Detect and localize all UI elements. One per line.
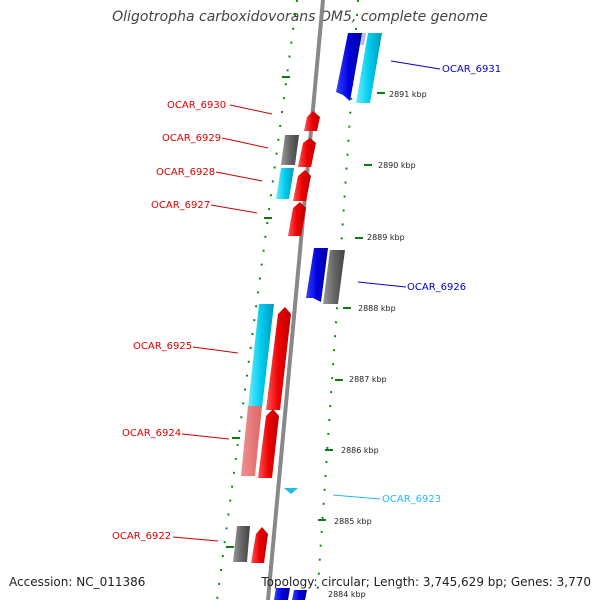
tick-label: 2886 kbp <box>341 446 379 455</box>
gene-block[interactable] <box>288 202 306 236</box>
gene-label[interactable]: OCAR_6925 <box>133 341 192 352</box>
map-title: Oligotropha carboxidovorans OM5, complet… <box>112 9 488 25</box>
gene-block[interactable] <box>298 138 316 167</box>
callout-line <box>210 204 258 214</box>
gene-label[interactable]: OCAR_6926 <box>407 282 466 293</box>
genome-backbone <box>266 0 325 600</box>
gene-block[interactable] <box>248 304 274 408</box>
tick-label: 2890 kbp <box>378 161 416 170</box>
callout-line <box>172 536 219 542</box>
tick-label: 2885 kbp <box>334 517 372 526</box>
tick-label: 2887 kbp <box>349 375 387 384</box>
gene-block[interactable] <box>356 33 382 103</box>
gene-block[interactable] <box>292 590 307 600</box>
left-dashed-track <box>216 0 298 600</box>
gene-label[interactable]: OCAR_6929 <box>162 133 221 144</box>
callout-lines <box>172 60 441 542</box>
gene-label[interactable]: OCAR_6922 <box>112 531 171 542</box>
gene-label[interactable]: OCAR_6931 <box>442 64 501 75</box>
gene-labels: OCAR_6931 OCAR_6930 OCAR_6929 OCAR_6928 … <box>112 64 501 542</box>
gene-block[interactable] <box>336 33 362 101</box>
gene-block[interactable] <box>233 526 250 562</box>
gene-block[interactable] <box>251 527 268 563</box>
gene-block[interactable] <box>281 135 299 165</box>
callout-line <box>229 104 273 115</box>
tick-label: 2888 kbp <box>358 304 396 313</box>
tick-label: 2889 kbp <box>367 233 405 242</box>
gene-block[interactable] <box>304 111 320 131</box>
callout-line <box>192 346 239 354</box>
tick-marks <box>226 76 385 548</box>
callout-line <box>215 171 263 182</box>
callout-line <box>181 433 230 440</box>
gene-label[interactable]: OCAR_6923 <box>382 494 441 505</box>
gene-block[interactable] <box>241 406 262 476</box>
gene-block[interactable] <box>266 307 291 410</box>
gene-label[interactable]: OCAR_6930 <box>167 100 226 111</box>
gene-block[interactable] <box>323 250 345 304</box>
gene-block[interactable] <box>274 588 290 600</box>
callout-line <box>332 494 381 500</box>
callout-line <box>357 281 407 288</box>
gene-block[interactable] <box>284 488 298 494</box>
topology-text: Topology: circular; Length: 3,745,629 bp… <box>261 575 591 589</box>
gene-label[interactable]: OCAR_6928 <box>156 167 215 178</box>
tick-labels: 2884 kbp 2885 kbp 2886 kbp 2887 kbp 2888… <box>328 90 427 599</box>
gene-block[interactable] <box>258 409 279 478</box>
tick-label: 2884 kbp <box>328 590 366 599</box>
callout-line <box>221 137 269 149</box>
gene-block[interactable] <box>306 248 328 302</box>
gene-block[interactable] <box>276 168 294 199</box>
accession-text: Accession: NC_011386 <box>9 575 146 589</box>
gene-block[interactable] <box>293 170 311 201</box>
gene-label[interactable]: OCAR_6927 <box>151 200 210 211</box>
gene-label[interactable]: OCAR_6924 <box>122 428 181 439</box>
tick-label: 2891 kbp <box>389 90 427 99</box>
callout-line <box>390 60 441 70</box>
